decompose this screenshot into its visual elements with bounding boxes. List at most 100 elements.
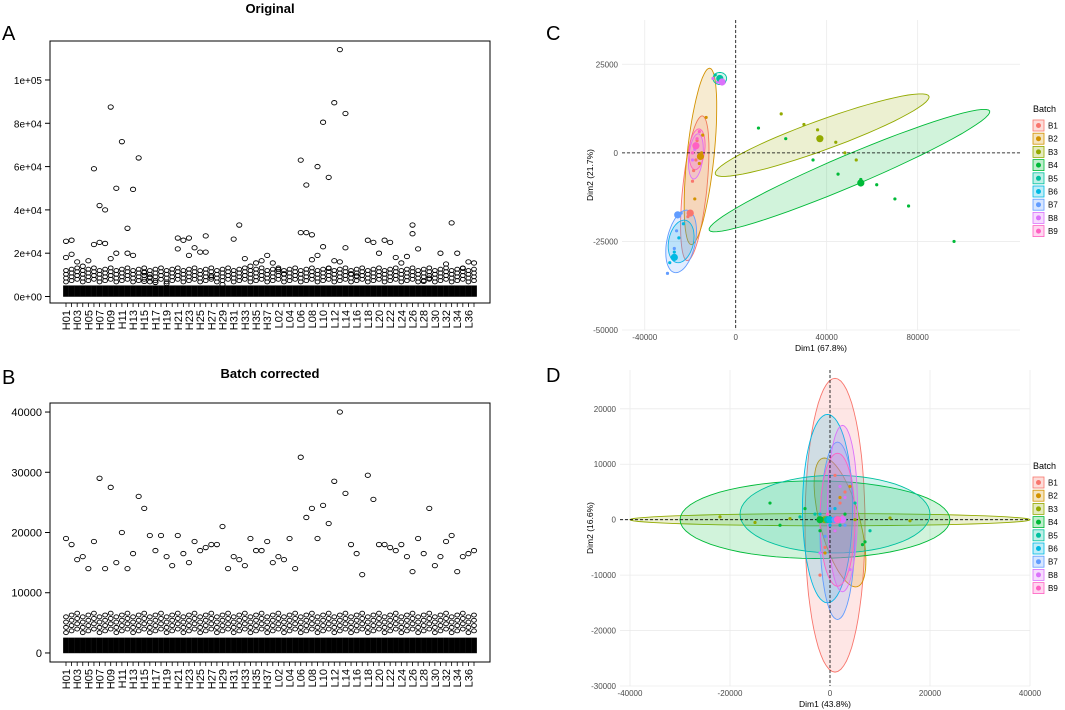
box <box>459 637 466 654</box>
outlier-point <box>180 550 187 557</box>
y-tick-label: 25000 <box>596 60 619 69</box>
box <box>337 637 343 654</box>
outlier-point <box>85 565 92 572</box>
legend-marker-b8 <box>1036 215 1041 221</box>
outlier-point <box>336 47 343 53</box>
outlier-point <box>186 623 192 629</box>
box <box>337 285 343 297</box>
outlier-point <box>169 562 176 569</box>
x-tick-label: H11 <box>117 669 129 688</box>
data-point-b2 <box>693 197 697 201</box>
outlier-point <box>130 624 136 630</box>
outlier-point <box>353 266 360 272</box>
outlier-point <box>264 619 271 625</box>
outlier-point <box>130 186 137 192</box>
x-tick-label: L02 <box>273 310 285 328</box>
outlier-point <box>146 619 153 625</box>
data-point-b4 <box>818 529 822 533</box>
outlier-point <box>309 616 315 621</box>
box <box>169 637 176 654</box>
outlier-point <box>102 207 109 213</box>
box <box>74 285 81 297</box>
box <box>214 285 220 297</box>
legend-label-b9: B9 <box>1048 584 1058 593</box>
outlier-point <box>381 268 388 273</box>
outlier-point <box>437 623 444 629</box>
outlier-point <box>286 617 293 623</box>
data-point-b4 <box>860 543 865 547</box>
outlier-point <box>219 523 226 530</box>
box <box>286 285 293 297</box>
outlier-point <box>102 612 108 618</box>
legend-title: Batch <box>1033 461 1056 471</box>
outlier-point <box>135 266 142 272</box>
x-tick-label: H29 <box>217 310 229 330</box>
outlier-point <box>353 617 360 623</box>
data-point-b4 <box>952 239 956 244</box>
chart-a-title: Original <box>245 1 294 16</box>
outlier-point <box>448 624 455 630</box>
outlier-point <box>208 541 215 548</box>
box <box>158 285 164 297</box>
outlier-point <box>208 265 215 271</box>
outlier-point <box>269 612 276 618</box>
chart-c: -40000 0 40000 80000 -50000 -25000 0 25000 Dim1 … <box>585 20 1058 353</box>
outlier-point <box>202 612 209 618</box>
outlier-point <box>68 266 75 272</box>
outlier-point <box>119 617 125 623</box>
x-axis-label: Dim1 (67.8%) <box>795 343 847 353</box>
outlier-point <box>359 610 366 616</box>
outlier-point <box>130 614 136 620</box>
outlier-point <box>90 166 97 172</box>
y-tick-label: 20000 <box>594 405 617 414</box>
outlier-point <box>247 263 254 269</box>
outlier-point <box>275 610 282 616</box>
data-point-b6 <box>833 506 837 511</box>
outlier-point <box>437 612 444 618</box>
outlier-point <box>471 628 477 634</box>
outlier-point <box>191 621 198 627</box>
legend-label-b4: B4 <box>1048 161 1058 170</box>
data-point-b6 <box>677 236 681 240</box>
outlier-point <box>202 266 209 272</box>
outlier-point <box>465 619 472 625</box>
x-tick-label: 0 <box>733 333 738 342</box>
outlier-point <box>269 628 276 634</box>
outlier-point <box>454 617 461 623</box>
outlier-point <box>331 258 338 264</box>
outlier-point <box>415 624 421 630</box>
box <box>236 285 243 297</box>
outlier-point <box>214 630 220 636</box>
outlier-point <box>314 252 321 259</box>
x-tick-label: L12 <box>329 669 341 687</box>
box <box>236 637 243 654</box>
box <box>437 285 444 297</box>
outlier-point <box>297 268 304 273</box>
outlier-point <box>403 553 410 560</box>
outlier-point <box>174 616 181 621</box>
outlier-point <box>163 619 170 625</box>
x-tick-label: L34 <box>452 310 464 328</box>
x-tick-label: H13 <box>128 669 140 689</box>
outlier-point <box>420 628 427 634</box>
outlier-point <box>320 612 326 618</box>
outlier-point <box>359 621 366 627</box>
outlier-point <box>336 259 343 265</box>
x-tick-label: 80000 <box>907 333 930 342</box>
data-point-b7 <box>823 534 827 538</box>
outlier-point <box>113 624 120 630</box>
data-point-b6 <box>681 222 686 226</box>
outlier-point <box>342 616 349 621</box>
data-point-b7 <box>828 506 832 511</box>
outlier-point <box>174 610 181 616</box>
x-tick-label: H31 <box>229 669 241 689</box>
legend-marker-b5 <box>1036 175 1041 181</box>
outlier-point <box>426 505 433 512</box>
box <box>197 637 203 654</box>
outlier-point <box>264 614 271 620</box>
outlier-point <box>146 614 153 620</box>
outlier-point <box>471 617 477 623</box>
outlier-point <box>454 628 461 634</box>
outlier-point <box>130 268 136 273</box>
